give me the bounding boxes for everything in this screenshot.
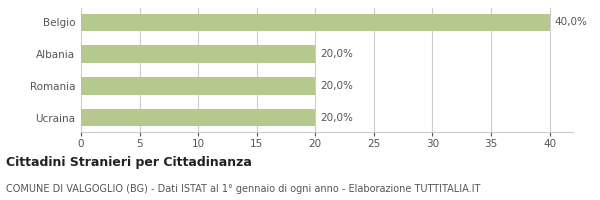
Bar [81, 45, 315, 63]
Bar [81, 109, 315, 126]
Text: 20,0%: 20,0% [320, 49, 353, 59]
Text: Cittadini Stranieri per Cittadinanza: Cittadini Stranieri per Cittadinanza [6, 156, 252, 169]
Bar [81, 14, 550, 31]
Text: 20,0%: 20,0% [320, 81, 353, 91]
Text: COMUNE DI VALGOGLIO (BG) - Dati ISTAT al 1° gennaio di ogni anno - Elaborazione : COMUNE DI VALGOGLIO (BG) - Dati ISTAT al… [6, 184, 481, 194]
Text: 40,0%: 40,0% [554, 17, 587, 27]
Bar [81, 77, 315, 95]
Text: 20,0%: 20,0% [320, 113, 353, 123]
